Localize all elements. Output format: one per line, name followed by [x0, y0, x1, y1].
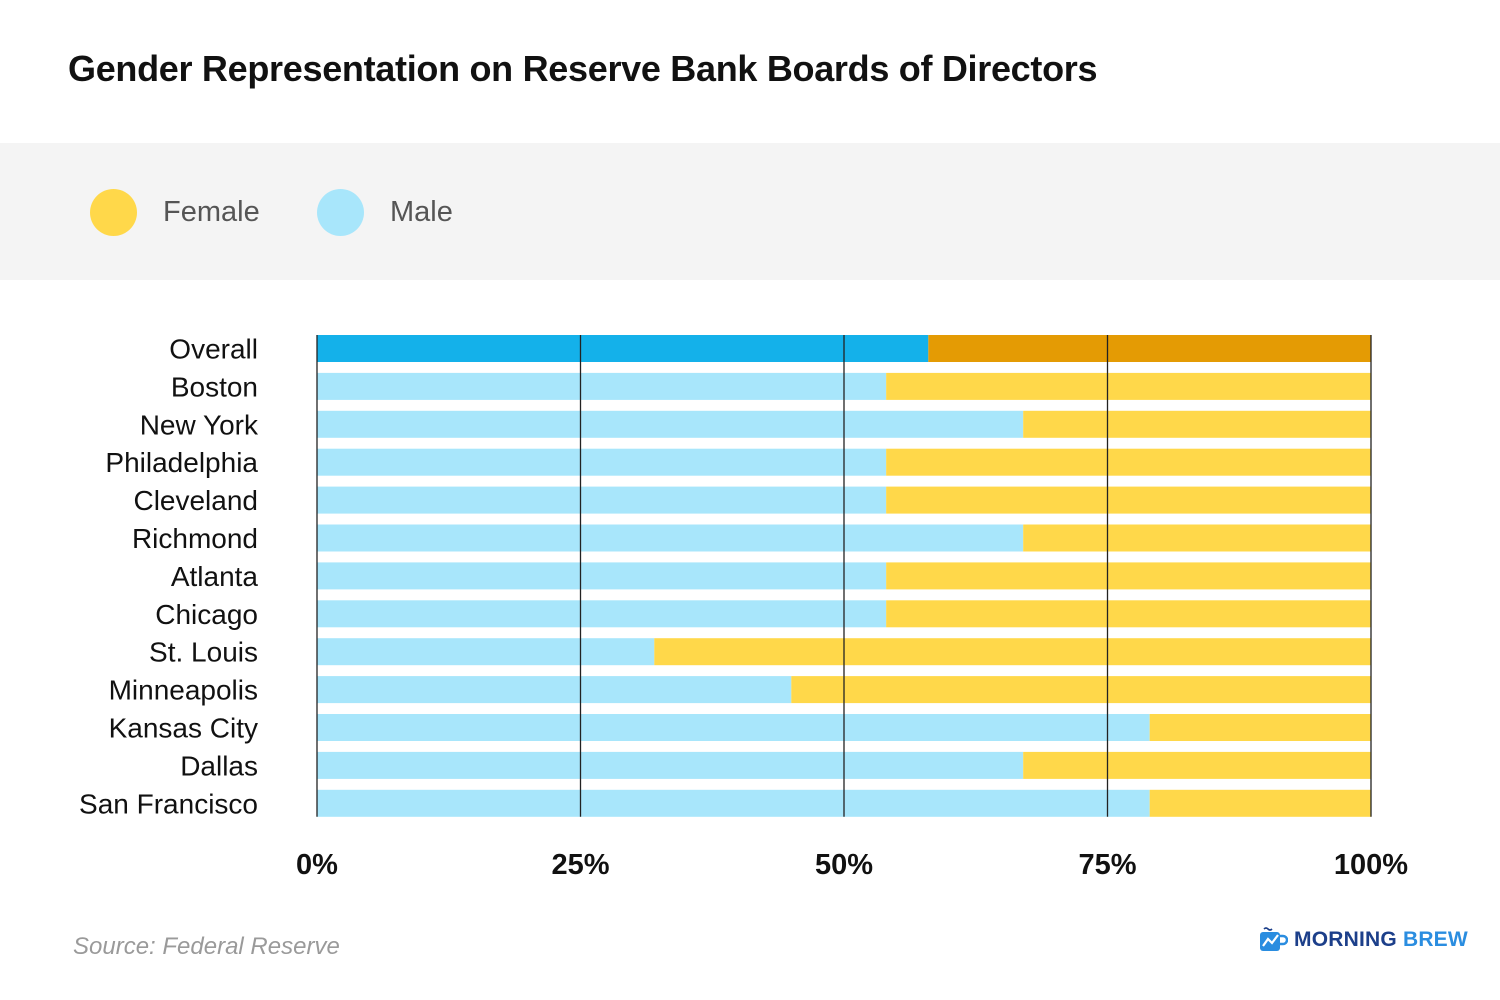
- category-label-st-louis: St. Louis: [149, 637, 258, 668]
- source-note: Source: Federal Reserve: [73, 933, 340, 960]
- category-label-minneapolis: Minneapolis: [109, 675, 258, 706]
- legend-item-male: Male: [317, 188, 453, 236]
- category-label-dallas: Dallas: [180, 750, 258, 781]
- bar-female-philadelphia: [886, 448, 1371, 476]
- legend: Female Male: [0, 143, 1500, 280]
- bar-male-st-louis: [317, 638, 655, 666]
- brand-name-part1: MORNING: [1294, 928, 1397, 951]
- bar-male-dallas: [317, 751, 1024, 779]
- legend-swatch-male: [317, 188, 364, 236]
- bar-male-boston: [317, 372, 887, 400]
- category-label-chicago: Chicago: [155, 599, 258, 630]
- bar-female-dallas: [1023, 751, 1371, 779]
- bar-male-overall: [317, 335, 929, 362]
- category-label-overall: Overall: [169, 334, 258, 365]
- legend-item-female: Female: [90, 188, 260, 236]
- x-tick-label-75: 75%: [1078, 849, 1136, 881]
- legend-label-female: Female: [163, 195, 260, 228]
- bar-female-atlanta: [886, 562, 1371, 590]
- chart-title: Gender Representation on Reserve Bank Bo…: [68, 48, 1098, 89]
- bar-female-st-louis: [654, 638, 1371, 666]
- brand-logo: MORNING BREW: [1258, 924, 1468, 956]
- legend-label-male: Male: [390, 195, 453, 228]
- bar-female-kansas-city: [1149, 714, 1371, 741]
- bar-female-chicago: [886, 600, 1371, 628]
- bar-male-new-york: [317, 410, 1024, 438]
- bar-female-richmond: [1023, 524, 1371, 552]
- x-tick-label-50: 50%: [815, 849, 873, 881]
- bar-female-san-francisco: [1149, 789, 1371, 817]
- category-label-cleveland: Cleveland: [133, 485, 258, 516]
- legend-swatch-female: [90, 188, 137, 236]
- category-label-kansas-city: Kansas City: [109, 713, 258, 744]
- bar-male-philadelphia: [317, 448, 887, 476]
- x-tick-label-25: 25%: [551, 849, 609, 881]
- category-label-richmond: Richmond: [132, 523, 258, 554]
- bar-male-san-francisco: [317, 789, 1150, 817]
- bar-female-cleveland: [886, 486, 1371, 514]
- bar-female-new-york: [1023, 410, 1371, 438]
- x-tick-label-100: 100%: [1334, 849, 1408, 881]
- bar-male-minneapolis: [317, 676, 792, 704]
- brand-name-part2: BREW: [1402, 928, 1468, 951]
- bar-male-cleveland: [317, 486, 887, 514]
- category-label-atlanta: Atlanta: [171, 561, 259, 592]
- category-label-san-francisco: San Francisco: [79, 788, 258, 819]
- coffee-mug-chart-icon: [1260, 927, 1288, 951]
- bar-female-minneapolis: [791, 676, 1371, 704]
- bar-male-chicago: [317, 600, 887, 628]
- x-tick-label-0: 0%: [296, 849, 338, 881]
- bar-male-atlanta: [317, 562, 887, 590]
- bar-male-richmond: [317, 524, 1024, 552]
- category-label-philadelphia: Philadelphia: [105, 447, 258, 478]
- bar-female-boston: [886, 372, 1371, 400]
- category-label-new-york: New York: [140, 409, 259, 440]
- bar-female-overall: [928, 335, 1371, 362]
- bar-male-kansas-city: [317, 714, 1150, 741]
- category-label-boston: Boston: [171, 371, 258, 402]
